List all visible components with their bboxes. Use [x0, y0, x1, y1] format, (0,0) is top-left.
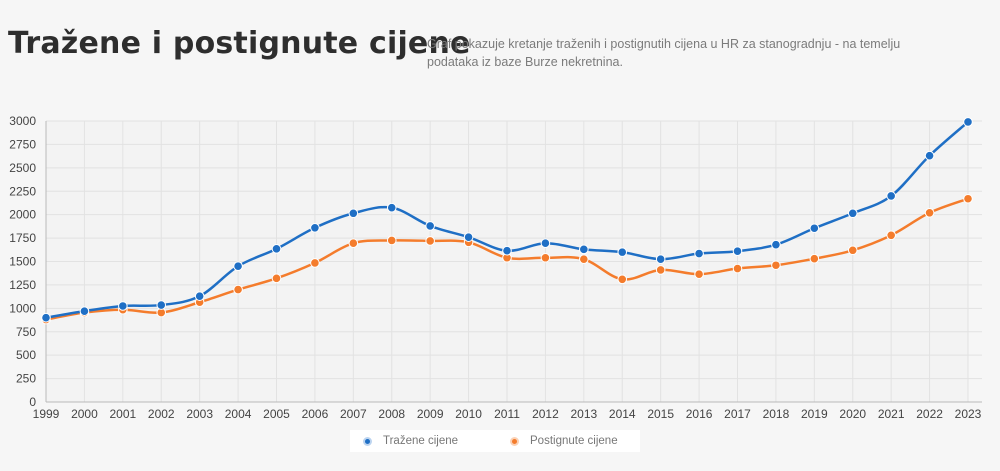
- x-tick-label: 2018: [763, 407, 790, 421]
- data-point: [540, 238, 551, 249]
- data-point: [310, 222, 320, 233]
- y-tick-label: 1250: [9, 278, 36, 292]
- y-tick-label: 750: [16, 325, 36, 339]
- x-tick-label: 1999: [33, 407, 60, 421]
- data-point: [694, 269, 704, 279]
- x-tick-label: 2021: [878, 407, 905, 421]
- y-tick-label: 2250: [9, 184, 36, 198]
- legend-item-trazene[interactable]: Tražene cijene: [363, 435, 510, 447]
- data-point: [655, 254, 666, 264]
- x-tick-label: 2006: [302, 407, 329, 421]
- x-tick-label: 2020: [839, 407, 866, 421]
- x-tick-label: 2019: [801, 407, 828, 421]
- data-point: [348, 238, 359, 249]
- data-point: [79, 306, 90, 316]
- data-point: [463, 232, 474, 242]
- data-point: [41, 312, 51, 323]
- x-tick-label: 2002: [148, 407, 175, 421]
- data-point: [617, 274, 628, 285]
- chart-description: Graf pokazuje kretanje traženih i postig…: [427, 37, 901, 69]
- data-point: [617, 247, 628, 257]
- data-point: [502, 245, 512, 256]
- x-tick-label: 2011: [494, 407, 520, 421]
- data-point: [233, 261, 243, 271]
- data-point: [886, 230, 896, 241]
- data-point: [310, 258, 320, 268]
- line-chart: 0 250 500 750 1000 1250 1500 1750 2000 2250 2500 27…: [9, 114, 982, 421]
- x-tick-label: 2017: [724, 407, 751, 421]
- data-point: [924, 207, 935, 218]
- y-tick-label: 1750: [9, 231, 36, 245]
- data-point: [425, 236, 435, 246]
- data-point: [924, 150, 935, 161]
- y-tick-label: 500: [16, 348, 36, 362]
- y-tick-label: 1500: [9, 255, 36, 269]
- x-tick-label: 2009: [417, 407, 444, 421]
- x-tick-label: 2003: [186, 407, 213, 421]
- data-point: [386, 202, 397, 213]
- y-tick-label: 0: [29, 395, 36, 409]
- data-point: [886, 191, 896, 201]
- data-point: [847, 208, 858, 219]
- data-point: [579, 244, 589, 255]
- x-tick-label: 2016: [686, 407, 713, 421]
- data-point: [348, 208, 359, 219]
- data-point: [809, 253, 820, 264]
- data-point: [809, 223, 820, 234]
- data-point: [963, 117, 973, 127]
- y-tick-label: 2500: [9, 161, 36, 175]
- data-point: [655, 265, 666, 275]
- data-point: [732, 246, 743, 256]
- y-tick-label: 3000: [9, 114, 36, 128]
- data-point: [271, 273, 282, 284]
- legend-marker-icon: [510, 436, 519, 446]
- y-tick-label: 250: [16, 372, 36, 386]
- x-tick-label: 2010: [455, 407, 482, 421]
- data-point: [233, 284, 243, 295]
- data-point: [271, 244, 282, 254]
- data-point: [540, 252, 551, 263]
- x-tick-label: 2007: [340, 407, 367, 421]
- x-tick-label: 2022: [916, 407, 943, 421]
- x-tick-label: 2023: [955, 407, 982, 421]
- data-point: [771, 239, 781, 250]
- x-tick-label: 2015: [647, 407, 674, 421]
- x-tick-label: 2004: [225, 407, 252, 421]
- y-tick-label: 2750: [9, 137, 36, 151]
- x-tick-label: 2000: [71, 407, 98, 421]
- y-tick-label: 1000: [9, 301, 36, 315]
- data-point: [194, 291, 205, 301]
- data-point: [425, 221, 435, 231]
- legend-marker-icon: [363, 436, 372, 446]
- data-point: [118, 301, 128, 311]
- page-title: Tražene i postignute cijene: [8, 26, 471, 61]
- data-point: [694, 248, 704, 259]
- legend-item-postignute[interactable]: Postignute cijene: [510, 435, 618, 447]
- y-tick-label: 2000: [9, 208, 36, 222]
- legend-label: Postignute cijene: [530, 435, 618, 447]
- x-tick-label: 2014: [609, 407, 636, 421]
- data-point: [386, 235, 397, 246]
- chart-legend: Tražene cijene Postignute cijene: [350, 430, 640, 452]
- data-point: [771, 260, 781, 271]
- data-point: [732, 263, 743, 274]
- x-tick-label: 2012: [532, 407, 559, 421]
- x-tick-label: 2001: [109, 407, 136, 421]
- x-tick-label: 2013: [570, 407, 597, 421]
- x-tick-label: 2005: [263, 407, 290, 421]
- data-point: [156, 300, 167, 310]
- data-point: [847, 245, 858, 256]
- x-tick-label: 2008: [378, 407, 405, 421]
- data-point: [579, 254, 589, 264]
- legend-label: Tražene cijene: [383, 435, 459, 447]
- data-point: [963, 193, 973, 204]
